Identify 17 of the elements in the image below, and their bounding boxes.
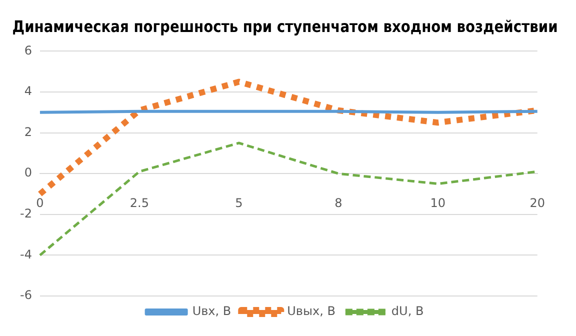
x-tick-label: 5 xyxy=(235,196,243,210)
y-tick-label: 2 xyxy=(24,124,32,139)
x-tick-label: 10 xyxy=(430,196,446,210)
x-tick-label: 20 xyxy=(530,196,546,210)
y-tick-label: -2 xyxy=(20,206,32,221)
x-tick-label: 2.5 xyxy=(130,196,149,210)
y-tick-label: -6 xyxy=(20,288,32,302)
y-tick-label: 6 xyxy=(24,43,32,58)
x-tick-label: 8 xyxy=(334,196,342,210)
y-tick-label: -4 xyxy=(20,247,32,262)
y-tick-label: 4 xyxy=(24,84,32,98)
legend-label: dU, В xyxy=(391,304,424,318)
legend-label: Uвх, В xyxy=(192,304,232,318)
x-tick-label: 0 xyxy=(36,196,44,210)
y-tick-label: 0 xyxy=(24,166,32,180)
chart-title: Динамическая погрешность при ступенчатом входном воздействии xyxy=(12,16,558,36)
legend-label: Uвых, В xyxy=(287,304,336,318)
